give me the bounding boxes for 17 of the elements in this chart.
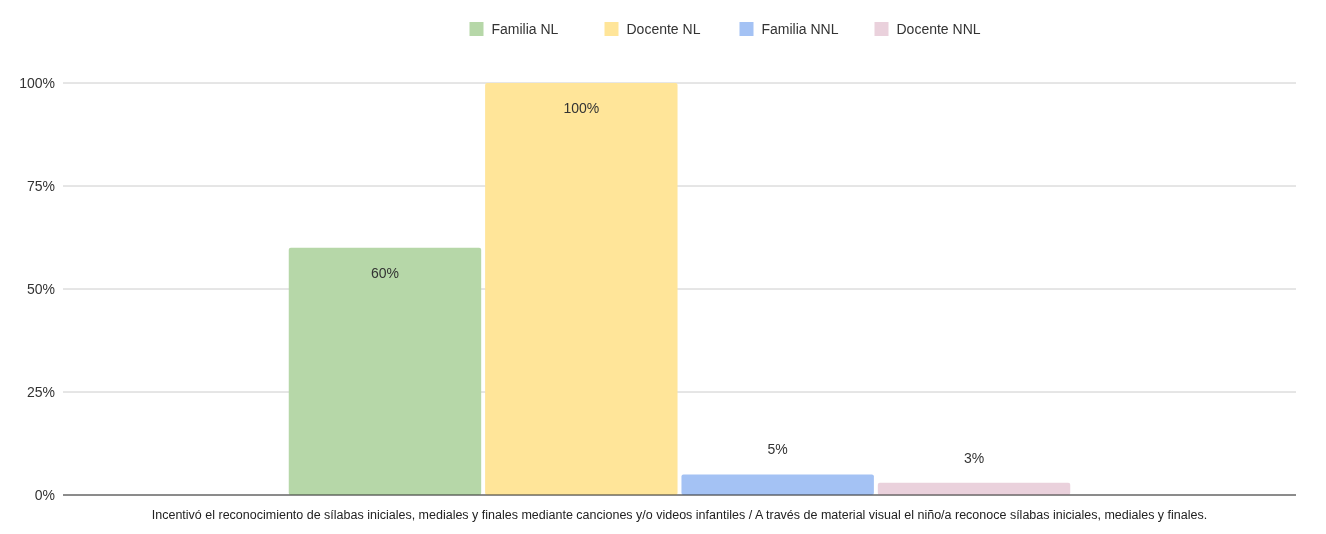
data-label: 100% — [563, 100, 600, 116]
y-tick-label: 0% — [34, 487, 55, 503]
legend-label: Familia NNL — [761, 21, 839, 37]
y-tick-label: 75% — [26, 178, 55, 194]
legend-label: Docente NL — [626, 21, 701, 37]
y-tick-label: 25% — [26, 384, 55, 400]
legend-label: Docente NNL — [896, 21, 981, 37]
legend-label: Familia NL — [491, 21, 559, 37]
data-label: 5% — [767, 441, 788, 458]
y-tick-label: 50% — [26, 281, 55, 297]
y-tick-label: 100% — [19, 75, 55, 91]
bar — [288, 247, 482, 495]
bar — [485, 83, 678, 495]
bar — [681, 474, 874, 495]
x-tick-label: Incentivó el reconocimiento de sílabas iniciales, mediales y finales mediante canciones y/o videos infantiles / A través de material visual el niño/a reconoce sílabas iniciales, mediales y finales. — [151, 508, 1208, 522]
data-label: 3% — [963, 449, 985, 466]
data-label: 60% — [370, 264, 399, 281]
